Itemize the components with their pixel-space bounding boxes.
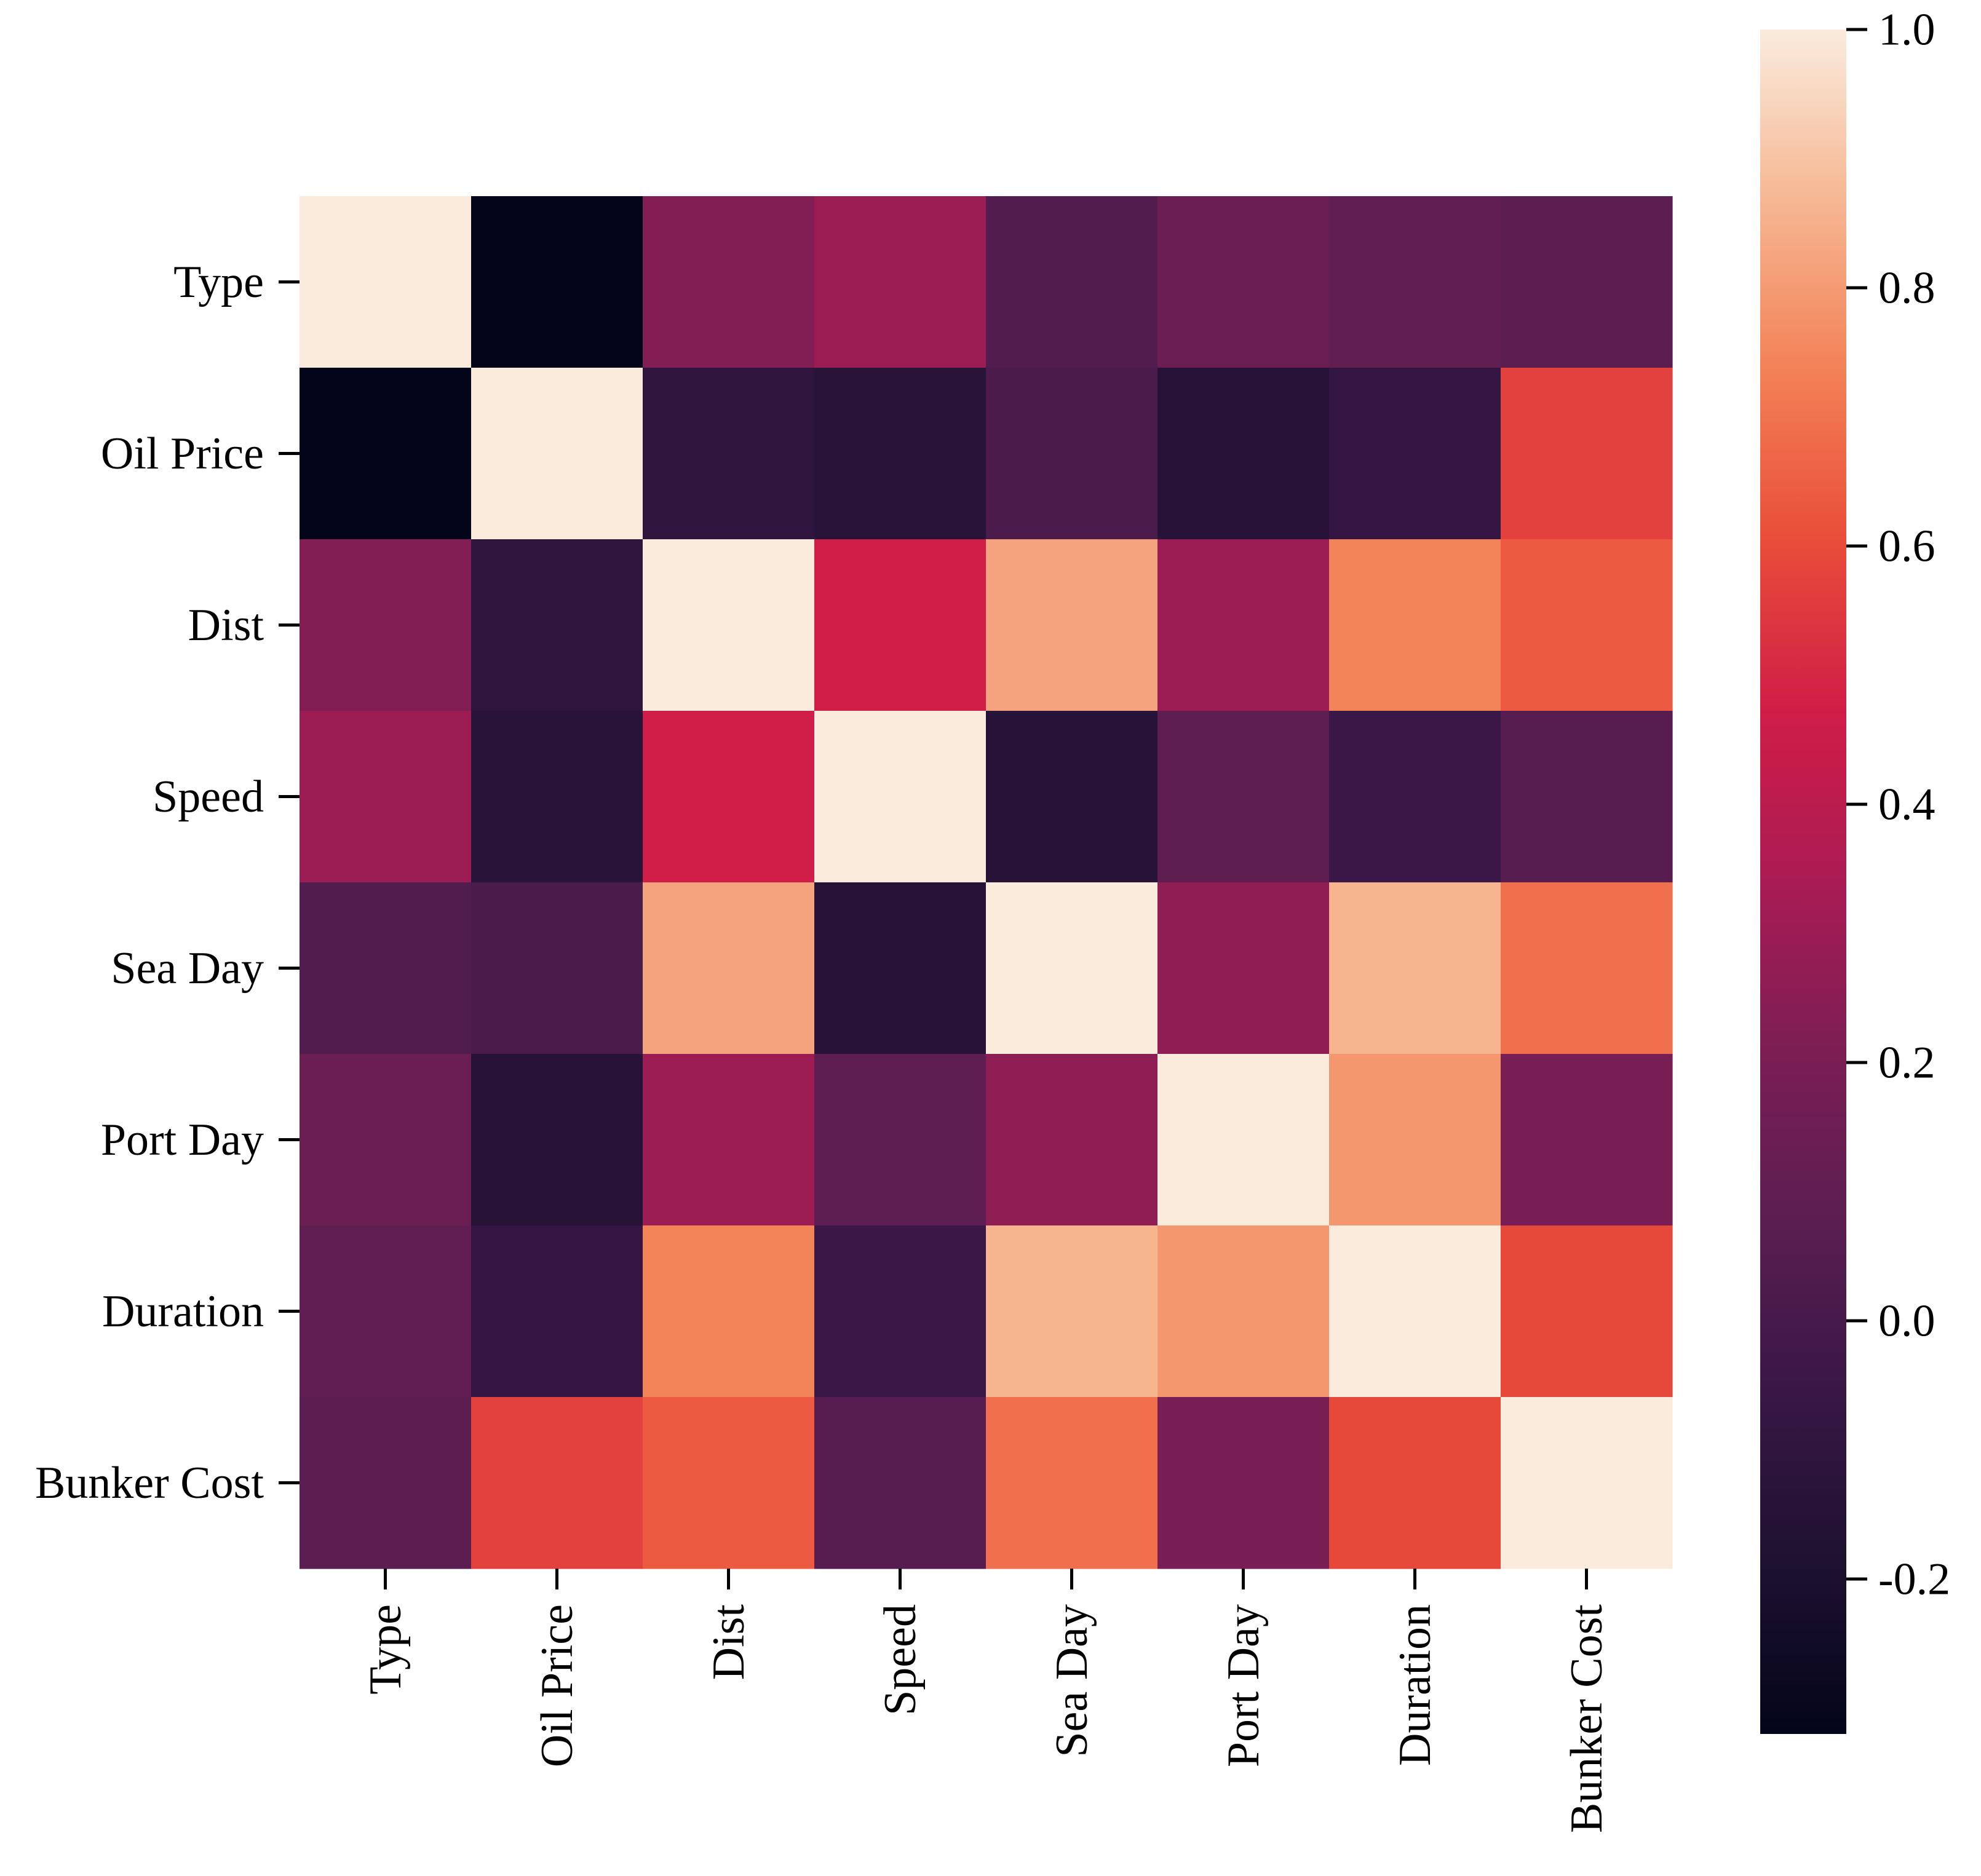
cell-oil-price-port-day [1157,368,1330,540]
cell-type-speed [814,196,987,368]
cell-sea-day-sea-day [986,882,1158,1055]
cell-dist-sea-day [986,539,1158,711]
row-label-oil-price: Oil Price [101,429,264,479]
cell-speed-bunker-cost [1501,711,1673,883]
cell-bunker-cost-dist [643,1397,815,1569]
cell-bunker-cost-oil-price [471,1397,643,1569]
cell-speed-port-day [1157,711,1330,883]
colorbar-tick-label: 0.2 [1878,1037,1935,1088]
cell-dist-dist [643,539,815,711]
cell-sea-day-bunker-cost [1501,882,1673,1055]
cell-oil-price-sea-day [986,368,1158,540]
cell-port-day-type [300,1054,472,1226]
cell-duration-bunker-cost [1501,1225,1673,1398]
cell-bunker-cost-port-day [1157,1397,1330,1569]
cell-bunker-cost-type [300,1397,472,1569]
cell-port-day-bunker-cost [1501,1054,1673,1226]
col-label-dist: Dist [704,1604,754,1680]
cell-oil-price-duration [1329,368,1501,540]
cell-type-type [300,196,472,368]
cell-oil-price-type [300,368,472,540]
colorbar-tick-label: 0.4 [1878,779,1935,829]
cell-bunker-cost-duration [1329,1397,1501,1569]
cell-duration-duration [1329,1225,1501,1398]
cell-duration-oil-price [471,1225,643,1398]
cell-type-port-day [1157,196,1330,368]
column-labels: Type Oil Price Dist Speed Sea Day Port Day Dur… [360,1569,1612,1833]
cell-sea-day-speed [814,882,987,1055]
cell-bunker-cost-sea-day [986,1397,1158,1569]
col-label-duration: Duration [1390,1604,1440,1766]
cell-dist-duration [1329,539,1501,711]
col-label-oil-price: Oil Price [532,1604,582,1767]
cell-duration-speed [814,1225,987,1398]
cell-dist-speed [814,539,987,711]
cell-oil-price-speed [814,368,987,540]
row-label-type: Type [173,257,264,307]
row-label-dist: Dist [188,600,264,651]
cell-type-oil-price [471,196,643,368]
cell-type-bunker-cost [1501,196,1673,368]
row-label-duration: Duration [102,1286,264,1337]
row-label-sea-day: Sea Day [111,943,264,994]
cell-speed-oil-price [471,711,643,883]
col-label-speed: Speed [875,1604,926,1716]
col-label-sea-day: Sea Day [1047,1604,1097,1757]
cell-dist-oil-price [471,539,643,711]
cell-sea-day-dist [643,882,815,1055]
colorbar-tick-label: 0.6 [1878,521,1935,571]
cell-sea-day-duration [1329,882,1501,1055]
cell-bunker-cost-speed [814,1397,987,1569]
colorbar-tick-label: -0.2 [1878,1554,1950,1604]
cell-duration-type [300,1225,472,1398]
cell-oil-price-dist [643,368,815,540]
colorbar-bar [1760,30,1846,1734]
cell-duration-sea-day [986,1225,1158,1398]
colorbar-tick-label: 0.8 [1878,263,1935,313]
cell-speed-speed [814,711,987,883]
cell-oil-price-bunker-cost [1501,368,1673,540]
cell-type-dist [643,196,815,368]
cell-port-day-sea-day [986,1054,1158,1226]
cell-sea-day-oil-price [471,882,643,1055]
cell-port-day-oil-price [471,1054,643,1226]
cell-duration-port-day [1157,1225,1330,1398]
cell-port-day-dist [643,1054,815,1226]
cell-dist-bunker-cost [1501,539,1673,711]
row-labels: Type Oil Price Dist Speed Sea Day Port Day Dur… [35,257,300,1508]
row-label-bunker-cost: Bunker Cost [35,1458,264,1508]
cell-speed-sea-day [986,711,1158,883]
cell-port-day-speed [814,1054,987,1226]
row-label-port-day: Port Day [101,1115,264,1165]
cell-port-day-duration [1329,1054,1501,1226]
cell-sea-day-type [300,882,472,1055]
cell-dist-port-day [1157,539,1330,711]
colorbar-tick-label: 1.0 [1878,4,1935,55]
cell-speed-dist [643,711,815,883]
col-label-type: Type [360,1604,411,1695]
cell-type-sea-day [986,196,1158,368]
cell-speed-type [300,711,472,883]
cell-sea-day-port-day [1157,882,1330,1055]
colorbar-tick-label: 0.0 [1878,1296,1935,1346]
cell-bunker-cost-bunker-cost [1501,1397,1673,1569]
cell-duration-dist [643,1225,815,1398]
cell-port-day-port-day [1157,1054,1330,1226]
heatmap-cells [300,196,1673,1569]
cell-type-duration [1329,196,1501,368]
colorbar: 1.0 0.8 0.6 0.4 0.2 0.0 -0.2 [1760,4,1950,1734]
row-label-speed: Speed [153,772,264,822]
cell-dist-type [300,539,472,711]
cell-oil-price-oil-price [471,368,643,540]
col-label-bunker-cost: Bunker Cost [1562,1604,1612,1834]
cell-speed-duration [1329,711,1501,883]
col-label-port-day: Port Day [1218,1604,1269,1767]
